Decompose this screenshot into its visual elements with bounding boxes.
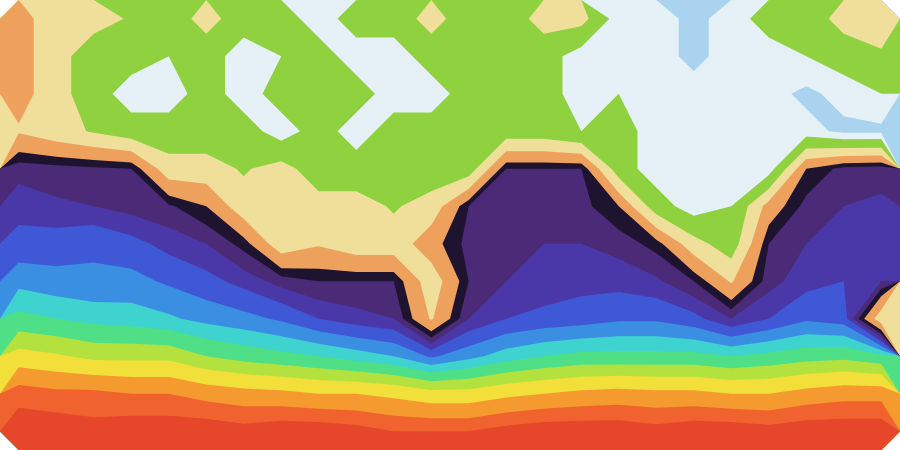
contour-band [0,349,900,450]
contour-band [0,311,900,450]
contour-layer [0,0,900,450]
contour-band [0,331,900,450]
contour-band [0,289,900,450]
contour-band [0,0,900,450]
contour-band [0,163,900,450]
contour-band [0,367,900,450]
field-view [0,0,900,450]
contour-band [0,152,900,450]
contour-band [0,0,900,450]
contour-band [0,184,900,450]
contour-band [0,263,900,450]
contour-band [0,0,900,450]
contour-band [0,0,900,450]
contour-band [0,385,900,450]
contour-band [0,225,900,450]
contour-band [0,408,900,450]
contour-band [0,0,900,450]
